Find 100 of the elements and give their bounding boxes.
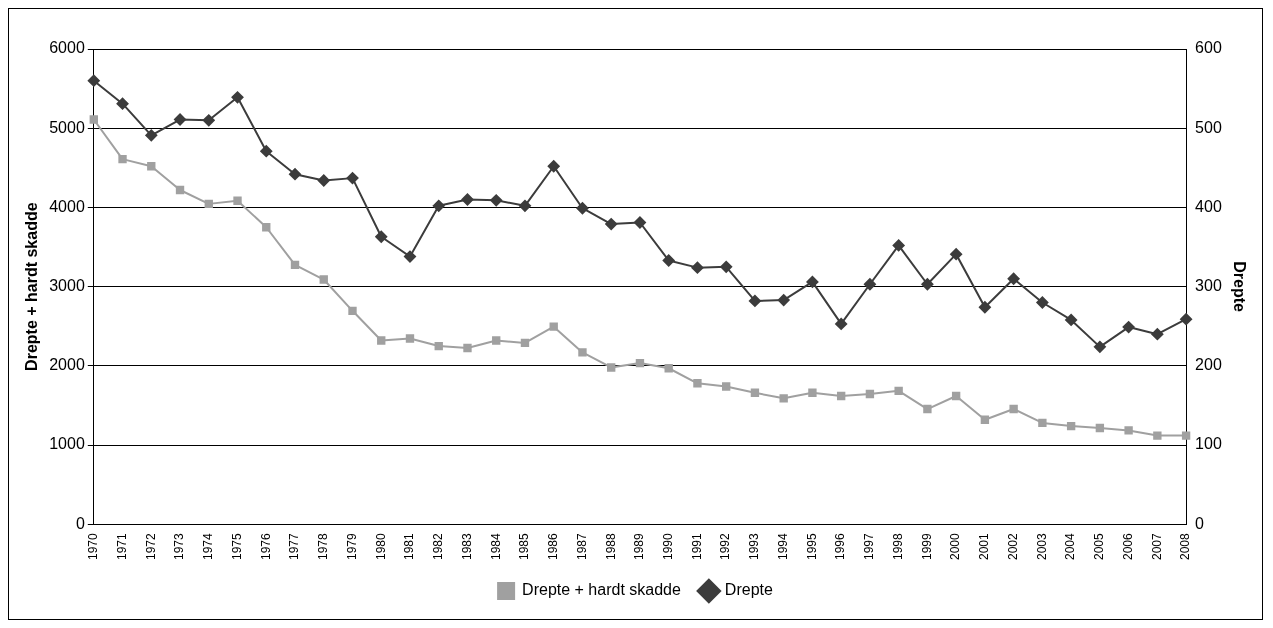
point	[147, 162, 156, 171]
x-tick-label: 2007	[1149, 532, 1164, 561]
point	[863, 278, 876, 291]
x-tick-label: 1983	[459, 532, 474, 561]
point	[664, 364, 673, 373]
point	[578, 348, 587, 357]
point	[547, 160, 560, 173]
point	[576, 202, 589, 215]
point	[1036, 296, 1049, 309]
point	[405, 334, 415, 343]
x-tick-label: 1972	[143, 532, 158, 561]
point	[662, 254, 675, 267]
point	[978, 301, 991, 314]
point	[319, 275, 328, 284]
x-tick-label: 2003	[1034, 532, 1049, 561]
x-tick-label: 1981	[402, 532, 417, 561]
point	[175, 185, 185, 195]
point	[951, 391, 961, 401]
x-tick-label: 1991	[689, 532, 704, 561]
point	[231, 91, 244, 104]
y-axis-title: Drepte + hardt skadde	[23, 202, 41, 371]
point	[633, 216, 646, 229]
point	[921, 278, 934, 291]
point	[463, 343, 472, 353]
x-tick-label: 1990	[661, 532, 676, 561]
point	[518, 199, 531, 212]
x-tick-label: 1993	[747, 532, 762, 561]
y2-tick-label: 200	[1195, 356, 1222, 374]
point	[835, 317, 848, 330]
point	[116, 97, 129, 110]
point	[289, 168, 302, 181]
y2-tick-label: 100	[1195, 435, 1222, 453]
x-tick-label: 1976	[258, 532, 273, 561]
x-tick-label: 1974	[201, 532, 216, 561]
point	[635, 358, 645, 368]
point	[865, 389, 875, 399]
x-tick-label: 2006	[1120, 532, 1135, 561]
point	[1095, 423, 1105, 433]
x-tick-label: 1984	[488, 532, 503, 561]
x-tick-label: 1986	[546, 532, 561, 561]
y-tick-label: 3000	[49, 277, 85, 295]
point	[490, 194, 503, 207]
point	[348, 306, 357, 315]
y2-tick-label: 400	[1195, 197, 1222, 215]
y-tick-label: 0	[75, 514, 85, 532]
point	[375, 230, 388, 243]
point	[317, 174, 330, 187]
point	[233, 196, 242, 205]
point	[806, 275, 819, 288]
point	[894, 386, 903, 396]
point	[808, 388, 817, 397]
point	[923, 404, 932, 414]
point	[204, 199, 213, 209]
point	[1038, 418, 1047, 428]
x-tick-label: 1973	[172, 532, 187, 561]
point	[520, 338, 530, 348]
point	[461, 193, 474, 206]
point	[290, 260, 300, 270]
x-tick-label: 1985	[517, 532, 532, 561]
y2-axis-title: Drepte	[1230, 261, 1248, 313]
y-tick-label: 4000	[49, 197, 85, 215]
y2-tick-label: 300	[1195, 277, 1222, 295]
x-tick-label: 1998	[890, 532, 905, 561]
y2-tick-label: 600	[1195, 39, 1222, 57]
x-tick-label: 1989	[632, 532, 647, 561]
point	[980, 415, 990, 424]
point	[722, 382, 731, 391]
point	[720, 260, 733, 273]
legend-label: Drepte + hardt skadde	[522, 581, 681, 599]
point	[950, 248, 963, 261]
x-tick-label: 1994	[775, 532, 790, 561]
x-tick-label: 2008	[1178, 532, 1193, 561]
x-tick-label: 2002	[1005, 532, 1020, 561]
x-tick-label: 1995	[804, 532, 819, 561]
legend-label: Drepte	[724, 581, 773, 599]
x-tick-label: 1971	[114, 532, 129, 561]
point	[607, 363, 616, 372]
x-tick-label: 1975	[229, 532, 244, 561]
x-tick-label: 2001	[977, 532, 992, 561]
point	[605, 218, 618, 231]
x-tick-label: 2004	[1063, 532, 1078, 561]
x-tick-label: 1999	[919, 532, 934, 561]
point	[118, 154, 127, 164]
x-tick-label: 1982	[431, 532, 446, 561]
point	[549, 322, 558, 331]
point	[202, 114, 215, 127]
x-tick-label: 2005	[1092, 532, 1107, 561]
x-tick-label: 1977	[287, 532, 302, 561]
x-tick-label: 1992	[718, 532, 733, 561]
y-tick-label: 1000	[49, 435, 85, 453]
point	[1066, 421, 1076, 431]
point	[145, 129, 158, 142]
point	[492, 336, 501, 345]
point	[836, 391, 846, 401]
x-tick-label: 1980	[373, 532, 388, 561]
point	[693, 379, 702, 388]
point	[1093, 340, 1106, 353]
point	[1124, 426, 1133, 435]
point	[1180, 313, 1193, 326]
y-tick-label: 2000	[49, 356, 85, 374]
